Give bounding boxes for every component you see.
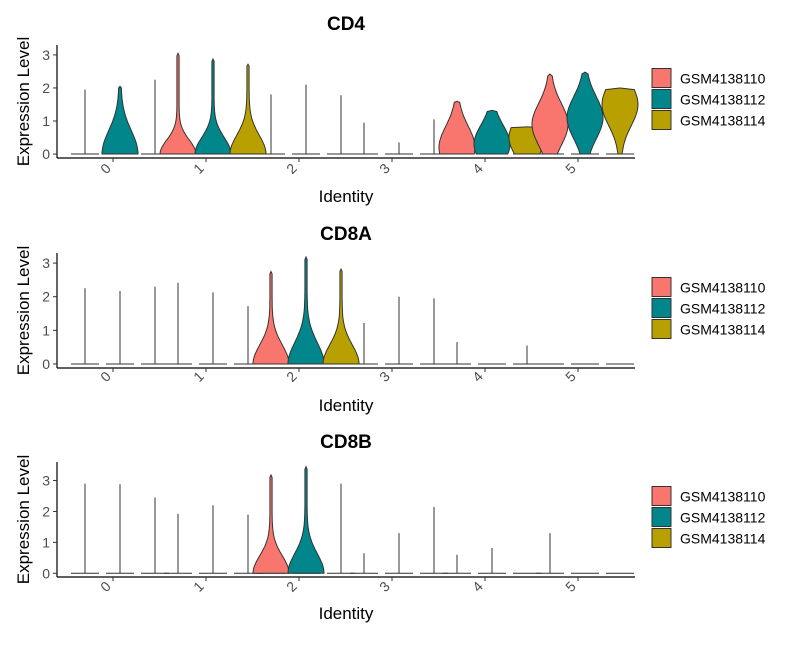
y-axis-title: Expression Level xyxy=(14,455,33,584)
violin-gsm4138110 xyxy=(438,100,476,155)
legend-label: GSM4138110 xyxy=(680,280,766,296)
x-tick-label: 4 xyxy=(469,578,486,595)
x-tick-label: 0 xyxy=(97,368,114,385)
violin-gsm4138112 xyxy=(101,85,139,155)
x-tick-label: 5 xyxy=(562,368,579,385)
panel-cd4: CD4 Expression Level 0 1 2 3 0 1 2 3 4 5 Identity GSM… xyxy=(14,14,766,206)
y-tick-label: 3 xyxy=(42,47,50,63)
violin-gsm4138112 xyxy=(287,465,325,574)
panel-title: CD8A xyxy=(320,224,372,245)
legend-key xyxy=(651,507,672,527)
violin-gsm4138110 xyxy=(531,73,569,155)
legend-key xyxy=(651,319,672,339)
x-tick-label: 0 xyxy=(97,160,114,177)
legend-key xyxy=(651,528,672,548)
x-tick-label: 3 xyxy=(376,160,393,177)
x-tick-label: 2 xyxy=(283,160,300,177)
y-axis-title: Expression Level xyxy=(14,246,33,375)
x-tick-label: 5 xyxy=(562,160,579,177)
violin-gsm4138114 xyxy=(229,63,267,155)
legend-label: GSM4138114 xyxy=(680,531,766,547)
panel-cd8b: CD8B Expression Level 0 1 2 3 0 1 2 3 4 5 Identity GS… xyxy=(14,432,766,623)
violin-gsm4138110 xyxy=(252,473,290,574)
legend-label: GSM4138114 xyxy=(680,322,766,338)
x-tick-label: 0 xyxy=(97,578,114,595)
y-tick-label: 2 xyxy=(42,503,50,519)
y-tick-label: 0 xyxy=(42,565,50,581)
violin-gsm4138110 xyxy=(252,270,290,365)
violin-gsm4138112 xyxy=(194,57,232,155)
x-tick-label: 3 xyxy=(376,368,393,385)
legend-key xyxy=(651,110,672,130)
y-tick-label: 1 xyxy=(42,534,50,550)
legend-label: GSM4138112 xyxy=(680,510,766,526)
legend-label: GSM4138112 xyxy=(680,301,766,317)
x-tick-label: 2 xyxy=(283,578,300,595)
y-tick-label: 1 xyxy=(42,113,50,129)
y-tick-label: 2 xyxy=(42,289,50,305)
y-tick-label: 0 xyxy=(42,146,50,162)
violin-gsm4138112 xyxy=(287,255,325,365)
x-tick-label: 1 xyxy=(190,368,207,385)
legend-key xyxy=(651,89,672,109)
y-axis-title: Expression Level xyxy=(14,37,33,166)
x-tick-label: 4 xyxy=(469,368,486,385)
x-tick-label: 2 xyxy=(283,368,300,385)
legend-key xyxy=(651,298,672,318)
x-tick-label: 3 xyxy=(376,578,393,595)
panel-title: CD4 xyxy=(327,14,365,35)
legend-key xyxy=(651,68,672,88)
legend-label: GSM4138110 xyxy=(680,71,766,87)
violin-gsm4138112 xyxy=(473,109,511,155)
y-tick-label: 2 xyxy=(42,80,50,96)
panel-title: CD8B xyxy=(320,432,372,453)
y-tick-label: 3 xyxy=(42,473,50,489)
violin-gsm4138114 xyxy=(601,87,639,155)
x-tick-label: 4 xyxy=(469,160,486,177)
x-tick-label: 5 xyxy=(562,578,579,595)
legend-label: GSM4138110 xyxy=(680,489,766,505)
x-tick-label: 1 xyxy=(190,578,207,595)
x-axis-title: Identity xyxy=(319,604,374,623)
x-axis-title: Identity xyxy=(319,187,374,206)
legend-key xyxy=(651,486,672,506)
y-tick-label: 1 xyxy=(42,322,50,338)
x-tick-label: 1 xyxy=(190,160,207,177)
legend-label: GSM4138114 xyxy=(680,113,766,129)
panel-cd8a: CD8A Expression Level 0 1 2 3 0 1 2 3 4 5 Identity GS… xyxy=(14,224,766,415)
x-axis-title: Identity xyxy=(319,396,374,415)
legend-key xyxy=(651,277,672,297)
y-tick-label: 0 xyxy=(42,356,50,372)
y-tick-label: 3 xyxy=(42,255,50,271)
violin-gsm4138114 xyxy=(322,267,360,365)
legend-label: GSM4138112 xyxy=(680,92,766,108)
violin-gsm4138110 xyxy=(159,52,197,155)
violin-gsm4138112 xyxy=(566,71,604,155)
